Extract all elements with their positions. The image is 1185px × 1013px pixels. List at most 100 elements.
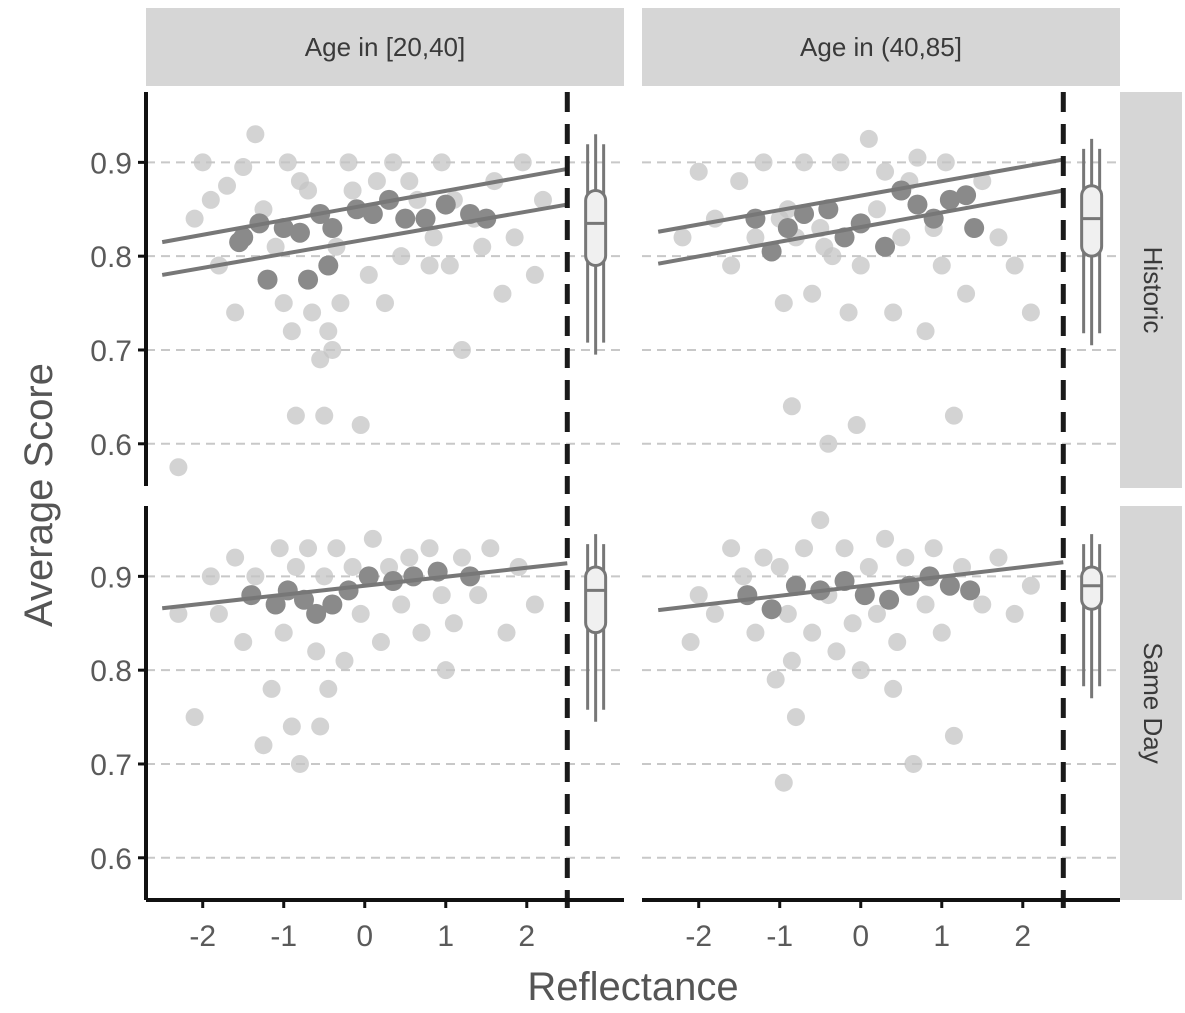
x-tick-label: -1 <box>766 920 793 953</box>
data-point <box>783 397 801 415</box>
data-point <box>445 614 463 632</box>
data-point <box>1006 605 1024 623</box>
y-tick-label: 0.6 <box>90 843 132 876</box>
data-point <box>368 172 386 190</box>
panel-2 <box>642 92 1120 494</box>
data-point <box>364 530 382 548</box>
data-point <box>827 642 845 660</box>
data-point <box>202 191 220 209</box>
data-point <box>1022 303 1040 321</box>
summary-box <box>1082 567 1102 609</box>
data-point-highlight <box>258 270 278 290</box>
data-point <box>315 567 333 585</box>
data-point-highlight <box>436 195 456 215</box>
data-point <box>945 727 963 745</box>
data-point <box>493 285 511 303</box>
data-point <box>908 149 926 167</box>
data-point <box>392 247 410 265</box>
row-strip-1: Historic <box>1120 92 1182 488</box>
data-point-highlight <box>960 580 980 600</box>
data-point <box>246 125 264 143</box>
data-point <box>226 549 244 567</box>
data-point <box>945 407 963 425</box>
data-point <box>811 511 829 529</box>
data-point <box>819 435 837 453</box>
panel-4 <box>642 506 1120 908</box>
data-point <box>506 228 524 246</box>
data-point <box>194 153 212 171</box>
data-point-highlight <box>395 209 415 229</box>
data-point <box>360 266 378 284</box>
data-point <box>421 539 439 557</box>
y-tick-label: 0.9 <box>90 147 132 180</box>
data-point <box>412 624 430 642</box>
column-strip-1: Age in [20,40] <box>146 8 624 86</box>
panel-3 <box>146 506 624 908</box>
data-point <box>803 285 821 303</box>
data-point <box>674 228 692 246</box>
data-point <box>299 539 317 557</box>
data-point <box>469 586 487 604</box>
x-tick-label: -2 <box>685 920 712 953</box>
data-point-highlight <box>940 576 960 596</box>
data-point <box>783 652 801 670</box>
data-point <box>860 558 878 576</box>
data-point <box>425 228 443 246</box>
data-point <box>917 322 935 340</box>
data-point <box>852 661 870 679</box>
data-point <box>730 172 748 190</box>
data-point <box>755 549 773 567</box>
y-axis-title: Average Score <box>17 363 61 627</box>
data-point <box>771 558 789 576</box>
x-tick-label: 2 <box>518 920 535 953</box>
data-point <box>767 671 785 689</box>
data-point <box>372 633 390 651</box>
data-point <box>831 153 849 171</box>
data-point <box>453 549 471 567</box>
data-point <box>746 624 764 642</box>
data-point <box>844 614 862 632</box>
data-point-highlight <box>290 223 310 243</box>
data-point <box>246 567 264 585</box>
y-tick-label: 0.7 <box>90 335 132 368</box>
data-point <box>271 539 289 557</box>
data-point <box>734 567 752 585</box>
data-point <box>860 130 878 148</box>
data-point <box>803 624 821 642</box>
data-point <box>514 153 532 171</box>
data-point <box>186 210 204 228</box>
data-point <box>868 200 886 218</box>
column-strip-1-label: Age in [20,40] <box>305 32 465 62</box>
data-point <box>263 680 281 698</box>
data-point <box>1022 577 1040 595</box>
data-point-highlight <box>322 595 342 615</box>
x-tick-label: 1 <box>437 920 454 953</box>
data-point <box>400 172 418 190</box>
data-point <box>307 642 325 660</box>
data-point <box>848 416 866 434</box>
data-point <box>1006 257 1024 275</box>
data-point <box>283 717 301 735</box>
data-point <box>904 755 922 773</box>
data-point <box>421 257 439 275</box>
data-point <box>526 266 544 284</box>
data-point <box>433 586 451 604</box>
data-point <box>384 153 402 171</box>
data-point <box>315 407 333 425</box>
y-tick-label: 0.7 <box>90 749 132 782</box>
data-point <box>852 257 870 275</box>
data-point <box>682 633 700 651</box>
data-point-highlight <box>778 218 798 238</box>
data-point <box>234 158 252 176</box>
data-point <box>892 228 910 246</box>
data-point <box>234 633 252 651</box>
data-point <box>876 163 894 181</box>
data-point <box>884 680 902 698</box>
data-point <box>775 774 793 792</box>
data-point <box>275 624 293 642</box>
data-point <box>815 238 833 256</box>
data-point-highlight <box>416 209 436 229</box>
row-strip-1-label: Historic <box>1138 247 1168 334</box>
data-point <box>352 416 370 434</box>
